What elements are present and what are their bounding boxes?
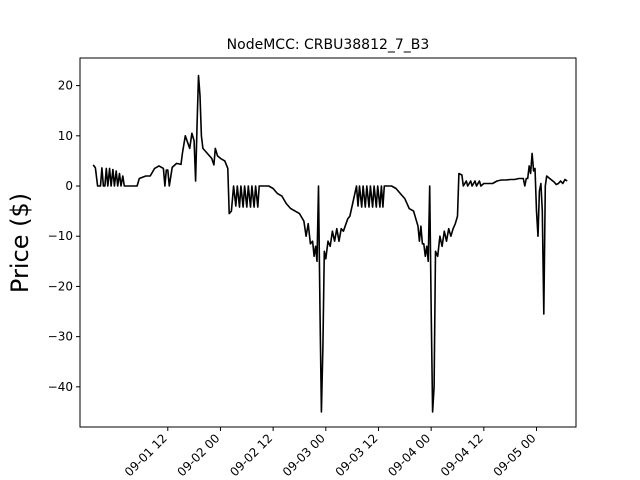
y-axis: 20 10 0 −10 −20 −30 −40: [48, 79, 80, 394]
y-tick-label: −40: [48, 380, 73, 394]
x-tick-label: 09-01 12: [122, 431, 170, 479]
x-tick-label: 09-04 12: [438, 431, 486, 479]
x-tick-label: 09-03 12: [333, 431, 381, 479]
chart-title: NodeMCC: CRBU38812_7_B3: [227, 37, 430, 53]
x-tick-label: 09-04 00: [385, 431, 433, 479]
y-tick-label: −20: [48, 279, 73, 293]
x-tick-label: 09-03 00: [280, 431, 328, 479]
x-tick-label: 09-02 00: [175, 431, 223, 479]
x-axis: 09-01 12 09-02 00 09-02 12 09-03 00 09-03 12…: [122, 427, 539, 479]
series-layer: [92, 74, 568, 413]
y-tick-label: 10: [58, 129, 73, 143]
price-series-line: [92, 74, 568, 413]
y-tick-label: −30: [48, 330, 73, 344]
y-tick-label: 0: [65, 179, 73, 193]
x-tick-label: 09-05 00: [491, 431, 539, 479]
x-tick-label: 09-02 12: [227, 431, 275, 479]
y-axis-label: Price ($): [6, 193, 34, 293]
y-tick-label: 20: [58, 79, 73, 93]
plot-frame: [79, 57, 577, 428]
y-tick-label: −10: [48, 229, 73, 243]
